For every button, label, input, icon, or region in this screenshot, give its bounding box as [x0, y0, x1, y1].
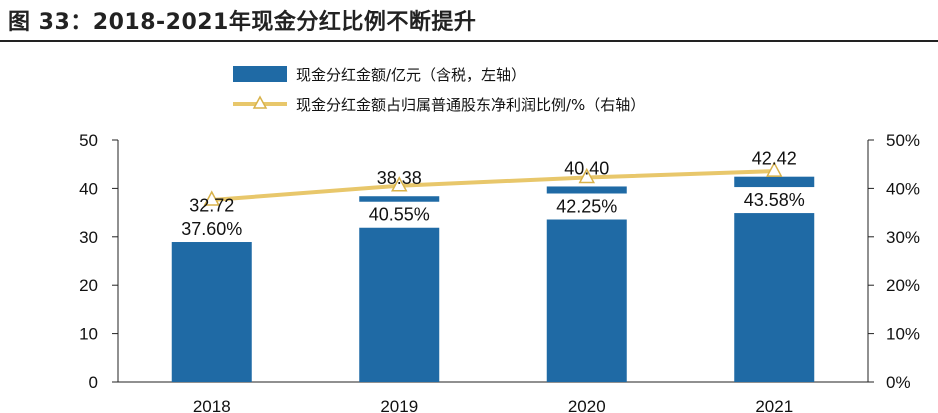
title-rule — [0, 40, 938, 42]
line-point — [203, 190, 221, 206]
percent-label-bg — [169, 216, 254, 243]
y-left-tick-label: 30 — [79, 228, 98, 247]
y-right-tick-label: 50% — [886, 131, 920, 150]
line-point — [578, 167, 596, 184]
y-left-tick-label: 20 — [79, 276, 98, 295]
line-series — [203, 161, 783, 206]
y-right-tick-label: 30% — [886, 228, 920, 247]
y-left-tick-label: 50 — [79, 131, 98, 150]
percent-label-bg — [544, 193, 629, 220]
bar-value-label: 32.72 — [189, 196, 234, 216]
legend-swatch-bar — [233, 66, 287, 82]
bar-series — [171, 176, 815, 382]
line-point — [765, 161, 783, 177]
y-right-tick-label: 20% — [886, 276, 920, 295]
x-tick-label: 2021 — [755, 397, 793, 413]
legend: 现金分红金额/亿元（含税，左轴） 现金分红金额占归属普通股东净利润比例/%（右轴） — [233, 66, 645, 114]
y-left-tick-label: 0 — [89, 373, 98, 392]
legend-marker-triangle — [252, 95, 268, 109]
y-left-tick-label: 10 — [79, 325, 98, 344]
percent-label-bg — [357, 201, 442, 228]
percent-value-label: 40.55% — [369, 205, 430, 225]
figure-title: 图 33：2018-2021年现金分红比例不断提升 — [8, 10, 477, 35]
bar-value-label: 40.40 — [564, 158, 609, 178]
y-right-tick-label: 40% — [886, 179, 920, 198]
percent-value-label: 43.58% — [744, 190, 805, 210]
percent-value-label: 37.60% — [181, 219, 242, 239]
axes: 0 10 20 30 40 50 0% 10% 20% 30% 40% 50% 2018 2019 2020… — [79, 131, 920, 413]
bar-value-label: 38.38 — [377, 168, 422, 188]
x-tick-label: 2018 — [193, 397, 231, 413]
bar-value-label: 42.42 — [752, 149, 797, 169]
percent-label-bg — [732, 187, 817, 214]
y-right-tick-label: 10% — [886, 325, 920, 344]
x-tick-label: 2020 — [568, 397, 606, 413]
legend-label-line: 现金分红金额占归属普通股东净利润比例/%（右轴） — [296, 96, 645, 114]
ratio-line — [211, 169, 775, 203]
legend-label-bar: 现金分红金额/亿元（含税，左轴） — [296, 66, 526, 84]
y-left-tick-label: 40 — [79, 179, 98, 198]
line-point — [390, 176, 408, 192]
percent-value-label: 42.25% — [556, 197, 617, 217]
y-right-tick-label: 0% — [886, 373, 911, 392]
data-labels: 32.72 38.38 40.40 42.42 37.60% 40.55% 42.25% 43… — [169, 149, 817, 243]
x-tick-label: 2019 — [380, 397, 418, 413]
bar — [171, 223, 252, 382]
